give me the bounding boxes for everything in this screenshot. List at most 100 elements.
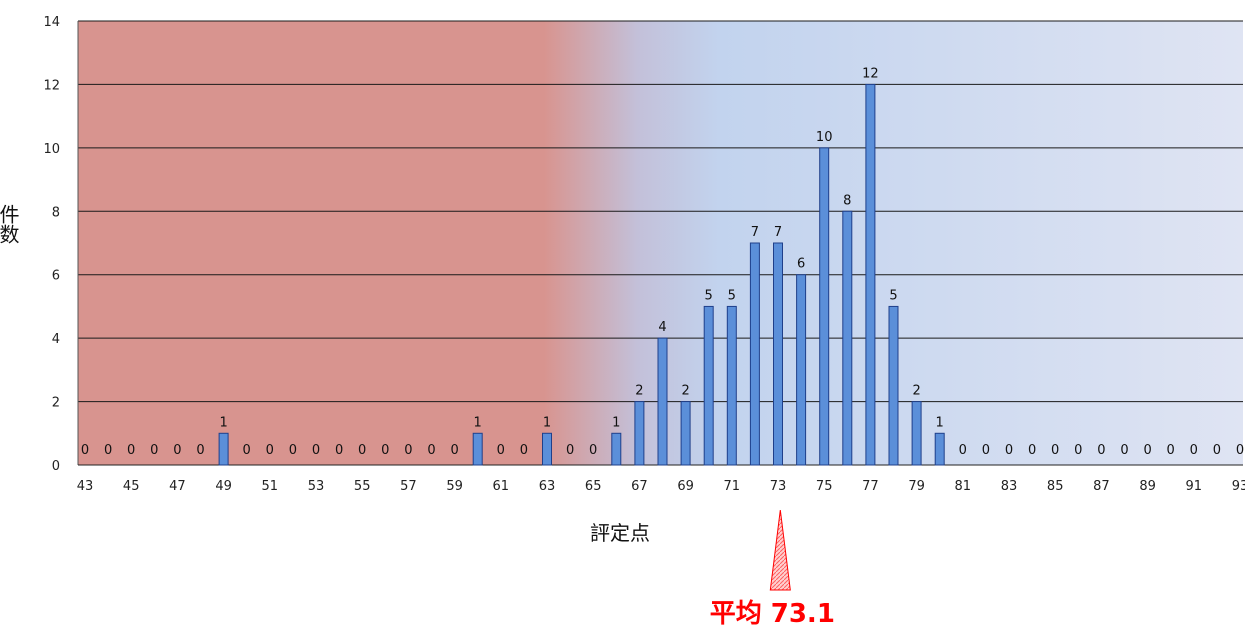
data-label: 0 [1143, 443, 1151, 458]
x-axis-title: 評定点 [590, 521, 650, 545]
data-label: 6 [797, 257, 805, 272]
data-label: 5 [889, 288, 897, 303]
data-label: 0 [196, 443, 204, 458]
x-tick-label: 59 [446, 479, 463, 494]
data-label: 1 [219, 415, 227, 430]
y-tick-label: 2 [52, 396, 60, 411]
x-tick-label: 45 [123, 479, 140, 494]
data-label: 0 [1074, 443, 1082, 458]
bar [796, 274, 807, 466]
data-label: 0 [243, 443, 251, 458]
data-label: 0 [335, 443, 343, 458]
x-tick-label: 89 [1139, 479, 1156, 494]
y-axis-title: 件数 [0, 204, 20, 244]
x-tick-label: 83 [1001, 479, 1018, 494]
x-tick-label: 51 [262, 479, 279, 494]
x-tick-label: 69 [677, 479, 694, 494]
bar [842, 210, 853, 466]
data-label: 5 [705, 288, 713, 303]
x-tick-label: 91 [1186, 479, 1203, 494]
data-label: 0 [1167, 443, 1175, 458]
data-label: 0 [266, 443, 274, 458]
y-tick-label: 14 [43, 15, 60, 30]
data-label: 0 [104, 443, 112, 458]
bar [819, 147, 830, 466]
data-label: 0 [1213, 443, 1221, 458]
data-label: 0 [1028, 443, 1036, 458]
data-label: 4 [658, 320, 666, 335]
data-label: 0 [404, 443, 412, 458]
bar [634, 401, 645, 466]
data-label: 0 [497, 443, 505, 458]
bars [218, 83, 945, 466]
mean-label: 平均 73.1 [710, 599, 835, 628]
data-label: 0 [427, 443, 435, 458]
y-tick-label: 8 [52, 205, 60, 220]
mean-marker-icon [769, 509, 791, 591]
data-label: 12 [862, 66, 879, 81]
y-tick-label: 12 [43, 78, 60, 93]
y-tick-label: 4 [52, 332, 60, 347]
data-label: 0 [150, 443, 158, 458]
x-tick-label: 71 [724, 479, 741, 494]
x-tick-label: 87 [1093, 479, 1110, 494]
x-tick-label: 63 [539, 479, 556, 494]
data-label: 0 [1120, 443, 1128, 458]
data-label: 8 [843, 193, 851, 208]
x-tick-label: 73 [770, 479, 787, 494]
bar [657, 337, 668, 466]
bar [726, 305, 737, 466]
data-label: 0 [381, 443, 389, 458]
x-tick-label: 53 [308, 479, 325, 494]
x-tick-label: 81 [955, 479, 972, 494]
data-label: 0 [450, 443, 458, 458]
x-tick-label: 49 [215, 479, 232, 494]
data-label: 0 [566, 443, 574, 458]
bar [934, 432, 945, 466]
y-tick-label: 0 [52, 459, 60, 474]
data-label: 1 [474, 415, 482, 430]
data-label: 7 [751, 225, 759, 240]
data-label: 1 [612, 415, 620, 430]
x-tick-label: 61 [493, 479, 510, 494]
data-label: 0 [589, 443, 597, 458]
x-tick-label: 57 [400, 479, 417, 494]
data-label: 2 [681, 384, 689, 399]
x-tick-label: 93 [1232, 479, 1245, 494]
data-label: 0 [1005, 443, 1013, 458]
x-tick-label: 65 [585, 479, 602, 494]
x-tick-label: 55 [354, 479, 371, 494]
bar [680, 401, 691, 466]
bar [911, 401, 922, 466]
data-label: 2 [912, 384, 920, 399]
data-label: 0 [1097, 443, 1105, 458]
x-tick-label: 47 [169, 479, 186, 494]
data-label: 0 [1236, 443, 1244, 458]
data-label: 7 [774, 225, 782, 240]
data-label: 0 [520, 443, 528, 458]
data-label: 0 [289, 443, 297, 458]
bar [703, 305, 714, 466]
bar [773, 242, 783, 466]
data-label: 5 [728, 288, 736, 303]
data-label: 0 [312, 443, 320, 458]
x-tick-label: 43 [77, 479, 94, 494]
data-label: 0 [173, 443, 181, 458]
data-label: 0 [358, 443, 366, 458]
bar [218, 432, 229, 466]
bar [611, 432, 622, 466]
data-label: 0 [81, 443, 89, 458]
x-tick-label: 85 [1047, 479, 1064, 494]
x-tick-label: 67 [631, 479, 648, 494]
data-label: 0 [982, 443, 990, 458]
data-label: 10 [816, 130, 833, 145]
data-label: 0 [127, 443, 135, 458]
bar [472, 432, 483, 466]
y-tick-label: 10 [43, 142, 60, 157]
data-label: 1 [543, 415, 551, 430]
y-tick-label: 6 [52, 269, 60, 284]
bar [865, 83, 876, 466]
bar [888, 305, 899, 466]
